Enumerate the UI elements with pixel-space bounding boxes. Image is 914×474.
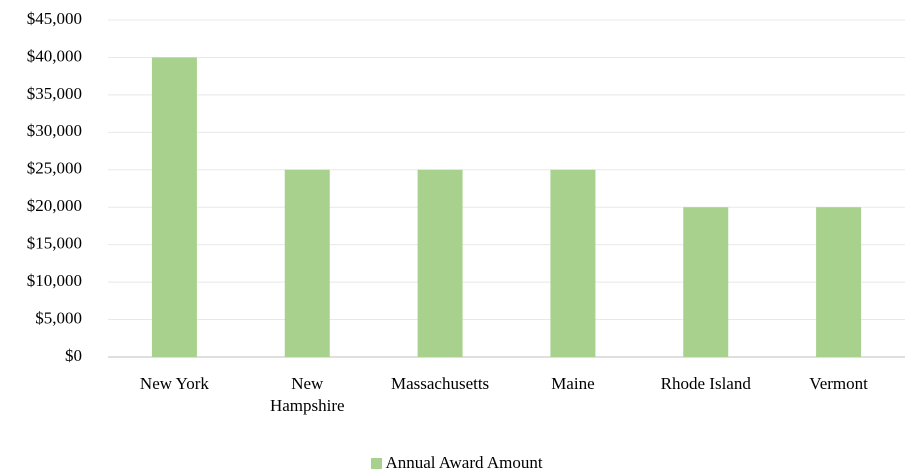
- y-tick-label: $40,000: [27, 46, 82, 65]
- legend: Annual Award Amount: [0, 453, 914, 473]
- legend-label: Annual Award Amount: [385, 453, 543, 472]
- bar: [683, 207, 729, 357]
- y-tick-label: $0: [65, 346, 82, 365]
- y-tick-label: $20,000: [27, 196, 82, 215]
- bar: [284, 169, 330, 357]
- x-tick-label: New Hampshire: [269, 374, 345, 415]
- bar: [550, 169, 596, 357]
- x-tick-label: Maine: [551, 374, 595, 393]
- y-tick-label: $45,000: [27, 9, 82, 28]
- bar: [816, 207, 862, 357]
- x-tick-label: Massachusetts: [390, 374, 490, 393]
- x-tick-label: Rhode Island: [660, 374, 751, 393]
- y-tick-label: $35,000: [27, 84, 82, 103]
- x-tick-label: Vermont: [809, 374, 868, 393]
- legend-swatch: [371, 457, 383, 469]
- bar: [417, 169, 463, 357]
- y-tick-label: $5,000: [35, 308, 82, 327]
- x-tick-label: New York: [139, 374, 209, 393]
- bar: [151, 57, 197, 357]
- y-tick-label: $30,000: [27, 121, 82, 140]
- y-tick-label: $10,000: [27, 271, 82, 290]
- y-tick-label: $25,000: [27, 159, 82, 178]
- y-tick-label: $15,000: [27, 234, 82, 253]
